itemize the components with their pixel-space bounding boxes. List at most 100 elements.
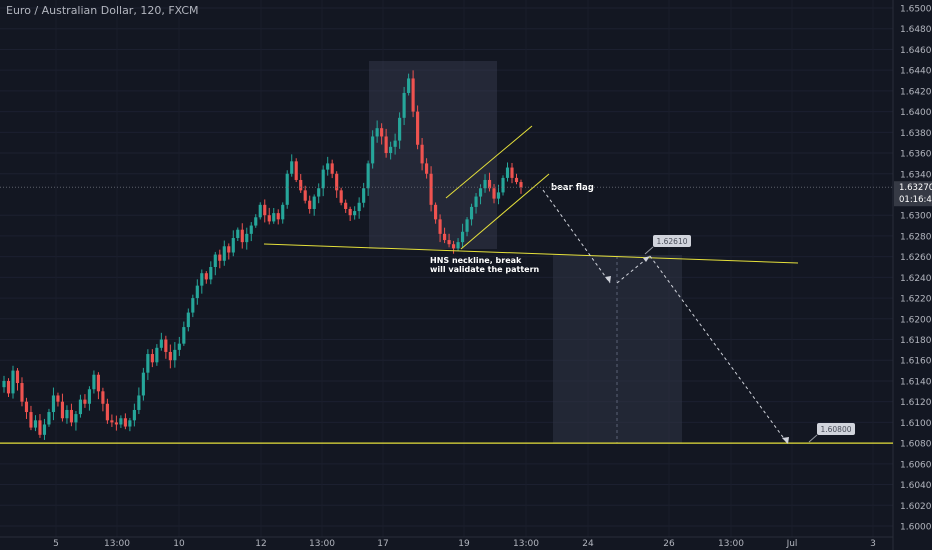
candle-body bbox=[78, 399, 82, 415]
x-tick-label: 13:00 bbox=[104, 539, 130, 549]
arrowhead-2 bbox=[643, 256, 650, 262]
candle-body bbox=[339, 190, 343, 203]
y-tick-label: 1.61000 bbox=[900, 419, 932, 429]
candle-body bbox=[15, 370, 20, 384]
y-tick-label: 1.64200 bbox=[900, 87, 932, 97]
candle-body bbox=[204, 273, 208, 280]
y-tick-label: 1.62200 bbox=[900, 295, 932, 305]
y-tick-label: 1.63600 bbox=[900, 150, 932, 160]
candle-body bbox=[492, 188, 496, 199]
x-tick-label: 17 bbox=[377, 539, 388, 549]
candle-body bbox=[267, 215, 271, 222]
y-tick-label: 1.60400 bbox=[900, 481, 932, 491]
y-tick-label: 1.60000 bbox=[900, 523, 932, 533]
candle-body bbox=[222, 246, 226, 261]
candle-body bbox=[438, 219, 442, 234]
candle-body bbox=[164, 339, 168, 352]
y-tick-label: 1.62800 bbox=[900, 232, 932, 242]
candle-body bbox=[150, 354, 154, 363]
candle-body bbox=[398, 117, 402, 141]
candle-body bbox=[456, 242, 460, 249]
candle-body bbox=[335, 173, 339, 191]
candle-body bbox=[317, 188, 321, 197]
x-tick-label: 3 bbox=[870, 539, 876, 549]
candle-body bbox=[443, 233, 447, 241]
candle-body bbox=[514, 177, 519, 183]
y-tick-label: 1.60200 bbox=[900, 502, 932, 512]
candle-body bbox=[177, 343, 181, 350]
x-tick-label: 13:00 bbox=[513, 539, 539, 549]
candle-body bbox=[326, 163, 330, 170]
candle-body bbox=[74, 414, 78, 423]
projection-arrow-down-1 bbox=[542, 189, 611, 284]
candle-body bbox=[159, 339, 163, 348]
x-tick-label: 19 bbox=[458, 539, 470, 549]
candle-body bbox=[92, 374, 96, 390]
candle-body bbox=[186, 312, 190, 328]
candle-body bbox=[51, 395, 56, 413]
annotation-neckline-line1: HNS neckline, break bbox=[430, 256, 522, 265]
candle-body bbox=[272, 213, 276, 222]
candle-body bbox=[474, 196, 478, 207]
candle-body bbox=[510, 167, 514, 178]
candle-body bbox=[407, 78, 411, 93]
candle-body bbox=[380, 128, 384, 137]
candle-body bbox=[276, 213, 280, 220]
candle-body bbox=[123, 418, 127, 427]
y-tick-label: 1.62400 bbox=[900, 274, 932, 284]
candle-body bbox=[110, 420, 114, 423]
candle-body bbox=[357, 202, 361, 212]
candle-body bbox=[460, 231, 465, 243]
candle-body bbox=[96, 374, 100, 392]
candle-body bbox=[447, 240, 451, 245]
current-price-label: 1.63270 bbox=[899, 183, 932, 193]
candle-body bbox=[469, 206, 474, 220]
x-tick-label: 26 bbox=[663, 539, 675, 549]
y-tick-label: 1.63800 bbox=[900, 129, 932, 139]
y-tick-label: 1.65000 bbox=[900, 5, 932, 15]
candle-body bbox=[236, 229, 240, 238]
candle-body bbox=[330, 163, 334, 174]
candle-body bbox=[42, 424, 47, 435]
candle-body bbox=[425, 163, 429, 174]
countdown-label: 01:16:49 bbox=[899, 195, 932, 205]
candle-body bbox=[245, 233, 249, 243]
candle-body bbox=[281, 204, 285, 220]
candle-body bbox=[411, 78, 415, 112]
candle-body bbox=[402, 92, 406, 118]
candle-body bbox=[393, 140, 397, 147]
candle-body bbox=[312, 196, 316, 209]
candle-body bbox=[371, 136, 375, 164]
candle-body bbox=[420, 144, 424, 164]
candle-body bbox=[362, 188, 366, 203]
candle-body bbox=[213, 254, 217, 267]
candle-body bbox=[38, 420, 42, 435]
y-tick-label: 1.64600 bbox=[900, 46, 932, 56]
arrowhead-3 bbox=[782, 437, 789, 444]
candle-body bbox=[2, 380, 6, 388]
candle-body bbox=[195, 285, 199, 299]
candle-body bbox=[299, 179, 303, 191]
price-label-target-1-leader bbox=[644, 246, 654, 255]
candle-body bbox=[348, 208, 352, 216]
y-tick-label: 1.61200 bbox=[900, 398, 932, 408]
candle-body bbox=[200, 273, 204, 286]
candle-body bbox=[105, 403, 109, 421]
x-tick-label: Jul bbox=[786, 539, 798, 549]
candle-body bbox=[465, 219, 469, 232]
price-label-target-2-leader bbox=[808, 434, 818, 443]
candle-body bbox=[69, 409, 74, 423]
candle-body bbox=[389, 146, 393, 154]
candle-body bbox=[218, 254, 222, 261]
y-tick-label: 1.63000 bbox=[900, 212, 932, 222]
y-tick-label: 1.64800 bbox=[900, 25, 932, 35]
price-label-target-2-box bbox=[817, 423, 855, 435]
candle-body bbox=[519, 182, 523, 188]
candle-body bbox=[434, 204, 438, 220]
y-tick-label: 1.63400 bbox=[900, 170, 932, 180]
head-region-shade bbox=[369, 61, 497, 249]
candle-body bbox=[137, 395, 141, 410]
x-tick-label: 5 bbox=[53, 539, 59, 549]
